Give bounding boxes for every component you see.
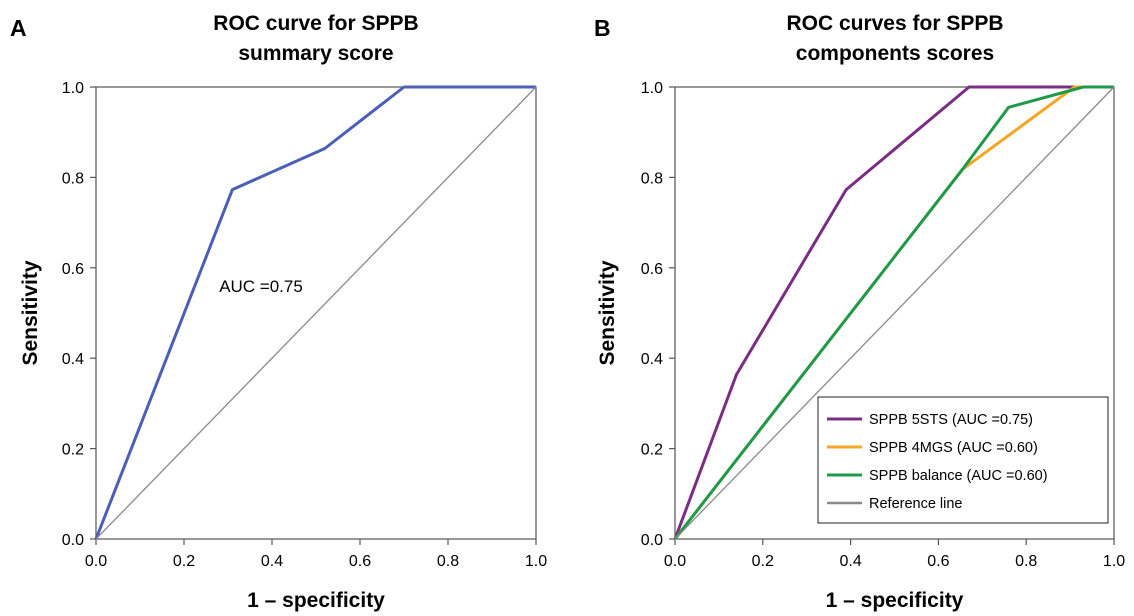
legend-entry-label: Reference line xyxy=(869,496,963,512)
chart-panel-a: A ROC curve for SPPB summary score 0.00.0 0.… xyxy=(10,12,547,612)
x-tick-label: 0.4 xyxy=(261,553,283,570)
x-tick-label: 1.0 xyxy=(525,553,547,570)
y-tick-label: 0.0 xyxy=(641,532,663,549)
chart-title-line: ROC curves for SPPB xyxy=(786,12,1003,35)
y-tick-label: 0.4 xyxy=(641,351,663,368)
y-axis-label: Sensitivity xyxy=(19,260,42,365)
plot-frame xyxy=(674,86,1115,540)
auc-annotation: AUC =0.75 xyxy=(219,277,303,296)
x-axis-label: 1 – specificity xyxy=(247,589,385,612)
legend-entry-label: SPPB 5STS (AUC =0.75) xyxy=(869,412,1033,428)
series-line-reference xyxy=(95,86,537,540)
y-tick-label: 0.2 xyxy=(62,442,84,459)
x-tick-label: 1.0 xyxy=(1103,553,1125,570)
y-tick-label: 1.0 xyxy=(62,80,84,97)
series-line-sppb-balance-auc-0-60 xyxy=(673,85,1114,540)
y-axis-label: Sensitivity xyxy=(596,260,619,365)
x-tick-label: 0.8 xyxy=(1015,553,1037,570)
chart-panel-b: B ROC curves for SPPB components scores 0.0… xyxy=(594,12,1125,612)
y-tick-label: 0.8 xyxy=(62,170,84,187)
legend: SPPB 5STS (AUC =0.75) SPPB 4MGS (AUC =0.6… xyxy=(817,396,1109,524)
x-tick-label: 0.0 xyxy=(664,553,686,570)
x-tick-label: 0.0 xyxy=(85,553,107,570)
panel-label: A xyxy=(10,15,27,41)
legend-box xyxy=(817,396,1109,524)
y-tick-label: 0.8 xyxy=(641,170,663,187)
chart-title-line: summary score xyxy=(238,42,393,65)
x-tick-label: 0.6 xyxy=(927,553,949,570)
x-tick-label: 0.2 xyxy=(752,553,774,570)
y-tick-label: 0.6 xyxy=(641,261,663,278)
y-tick-label: 0.4 xyxy=(62,351,84,368)
y-tick-label: 0.0 xyxy=(62,532,84,549)
series-line-roc-curve xyxy=(94,85,536,540)
y-tick-label: 0.6 xyxy=(62,261,84,278)
x-tick-label: 0.2 xyxy=(173,553,195,570)
x-tick-label: 0.6 xyxy=(349,553,371,570)
series-line-sppb-5sts-auc-0-75 xyxy=(673,85,1114,540)
x-tick-label: 0.8 xyxy=(437,553,459,570)
legend-entry-label: SPPB balance (AUC =0.60) xyxy=(869,468,1048,484)
chart-title-line: components scores xyxy=(796,42,994,65)
series-line-reference-line xyxy=(674,86,1115,540)
chart-title-line: ROC curve for SPPB xyxy=(213,12,418,35)
legend-entry-label: SPPB 4MGS (AUC =0.60) xyxy=(869,440,1038,456)
plot-frame xyxy=(95,86,537,540)
x-axis-label: 1 – specificity xyxy=(826,589,964,612)
y-tick-label: 0.2 xyxy=(641,442,663,459)
x-tick-label: 0.4 xyxy=(839,553,861,570)
panel-label: B xyxy=(594,15,611,41)
y-tick-label: 1.0 xyxy=(641,80,663,97)
